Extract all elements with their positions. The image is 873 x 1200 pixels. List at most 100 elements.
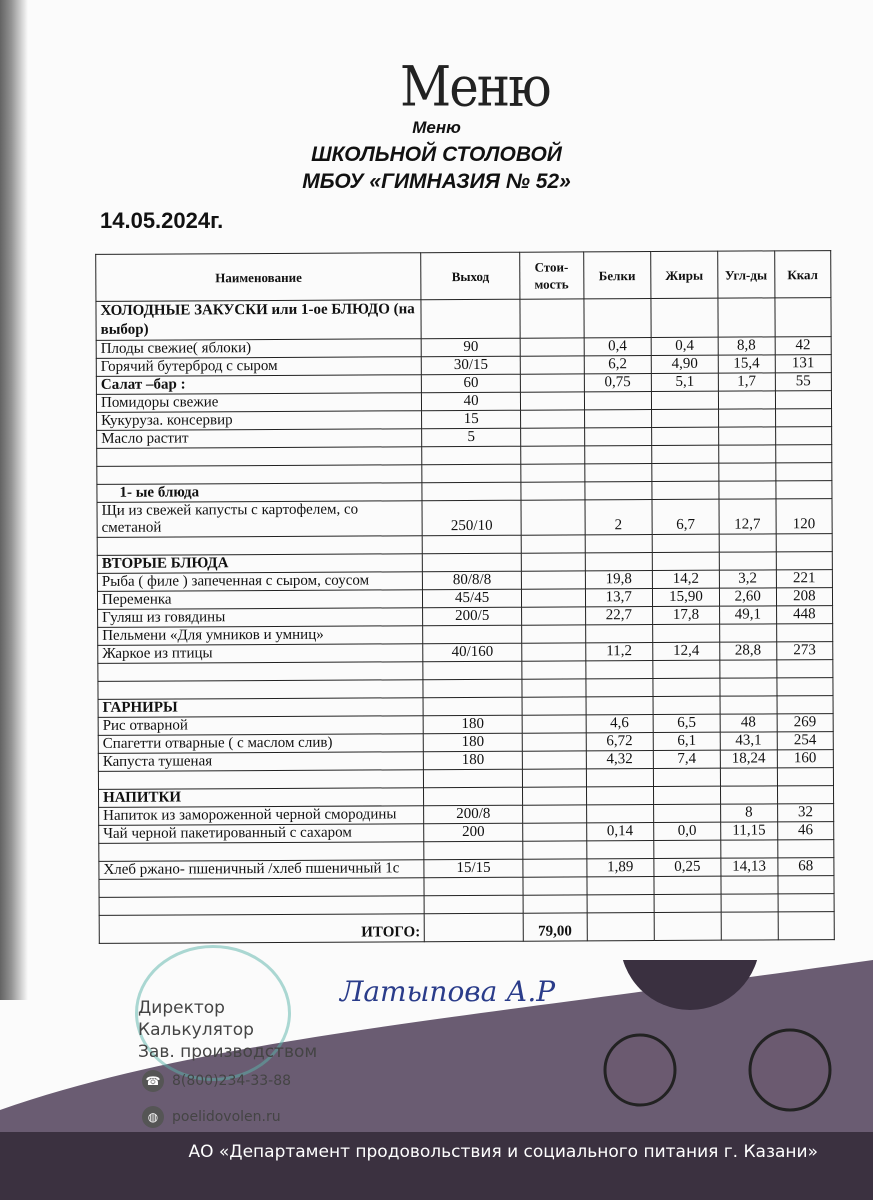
item-name: НАПИТКИ (98, 787, 425, 808)
value-cell (520, 355, 584, 375)
value-cell: 250/10 (422, 500, 521, 536)
value-cell (520, 373, 584, 393)
value-cell (422, 464, 521, 483)
value-cell (422, 446, 521, 465)
value-cell: 4,6 (585, 714, 654, 733)
item-name (98, 877, 425, 898)
value-cell (584, 445, 652, 464)
value-cell: 180 (423, 715, 523, 734)
value-cell: 208 (776, 587, 833, 606)
value-cell (586, 786, 654, 805)
menu-table: Наименование Выход Стои-мость Белки Жиры Угл-… (95, 250, 835, 944)
value-cell: 8,8 (717, 336, 775, 356)
value-cell (777, 911, 835, 940)
value-cell: 30/15 (421, 356, 521, 375)
value-cell (776, 659, 833, 678)
value-cell: 1,7 (718, 372, 776, 392)
item-name: Кукуруза. консервир (96, 410, 423, 431)
value-cell (651, 427, 719, 446)
value-cell (521, 624, 586, 644)
value-cell: 7,4 (653, 750, 721, 769)
value-cell: 2 (584, 499, 653, 535)
value-cell (522, 894, 587, 914)
value-cell (584, 409, 652, 428)
value-cell: 4,32 (585, 750, 654, 769)
value-cell: 28,8 (719, 641, 777, 661)
item-name (98, 769, 424, 790)
value-cell (775, 533, 833, 552)
item-name: Капуста тушеная (98, 751, 424, 772)
item-name: ВТОРЫЕ БЛЮДА (97, 553, 423, 574)
column-header: Наименование (95, 252, 422, 302)
cartoon-character-icon (748, 1028, 832, 1112)
value-cell: 13,7 (584, 588, 653, 607)
value-cell (522, 876, 587, 896)
value-cell: 8 (720, 803, 778, 823)
value-cell (522, 804, 587, 824)
value-cell (775, 426, 832, 445)
value-cell: 6,7 (652, 499, 720, 535)
value-cell (586, 804, 654, 823)
value-cell (654, 912, 722, 941)
value-cell (520, 409, 585, 429)
phone-number: 8(800)234-33-88 (172, 1073, 292, 1089)
column-header: Ккал (774, 250, 831, 298)
value-cell (651, 481, 719, 500)
value-cell: 3,2 (719, 569, 777, 589)
value-cell: 60 (421, 374, 521, 393)
value-cell: 22,7 (585, 606, 653, 625)
value-cell (720, 785, 778, 805)
value-cell (720, 911, 778, 941)
total-label: ИТОГО: (99, 913, 425, 944)
value-cell: 273 (776, 641, 833, 660)
value-cell (777, 767, 834, 786)
value-cell (718, 408, 776, 428)
table-row: Щи из свежей капусты с картофелем, со см… (96, 498, 833, 538)
item-name: Пельмени «Для умников и умниц» (97, 625, 424, 646)
value-cell (651, 463, 719, 482)
table-row: ХОЛОДНЫЕ ЗАКУСКИ или 1-ое БЛЮДО (на выбо… (95, 297, 832, 341)
value-cell: 1,89 (586, 858, 655, 877)
value-cell (520, 427, 585, 447)
value-cell (585, 624, 653, 643)
value-cell (584, 427, 652, 446)
value-cell (652, 534, 720, 553)
value-cell: 40/160 (423, 643, 522, 662)
value-cell (718, 444, 776, 464)
item-name: Спагетти отварные ( с маслом слив) (98, 733, 424, 754)
website-link[interactable]: poelidovolen.ru (172, 1109, 281, 1125)
value-cell: 80/8/8 (422, 571, 522, 590)
item-name (97, 535, 423, 556)
title-line-3: МБОУ «ГИМНАЗИЯ № 52» (302, 170, 571, 193)
value-cell: 15/15 (424, 859, 523, 878)
value-cell: 221 (775, 569, 833, 588)
item-name: Жаркое из птицы (97, 643, 424, 664)
value-cell (653, 804, 721, 823)
value-cell: 180 (423, 751, 523, 770)
phone-icon: ☎ (142, 1070, 164, 1092)
value-cell: 49,1 (719, 605, 777, 625)
value-cell: 6,5 (653, 714, 721, 733)
value-cell: 11,2 (585, 642, 653, 661)
value-cell (423, 787, 523, 806)
value-cell (775, 462, 832, 481)
value-cell (522, 840, 587, 860)
value-cell (720, 893, 778, 913)
value-cell (651, 445, 719, 464)
value-cell (522, 786, 587, 806)
value-cell (653, 840, 721, 859)
value-cell (586, 894, 655, 913)
value-cell (651, 391, 719, 410)
value-cell (586, 876, 655, 895)
value-cell (653, 696, 720, 715)
value-cell (718, 462, 776, 482)
value-cell: 6,2 (583, 355, 652, 374)
scan-edge-shadow (0, 0, 28, 1000)
value-cell: 131 (774, 354, 832, 373)
value-cell (774, 297, 832, 337)
value-cell: 200 (424, 823, 523, 842)
value-cell (422, 553, 522, 572)
value-cell (521, 642, 586, 662)
value-cell (423, 697, 522, 716)
globe-icon: ◍ (142, 1106, 164, 1128)
